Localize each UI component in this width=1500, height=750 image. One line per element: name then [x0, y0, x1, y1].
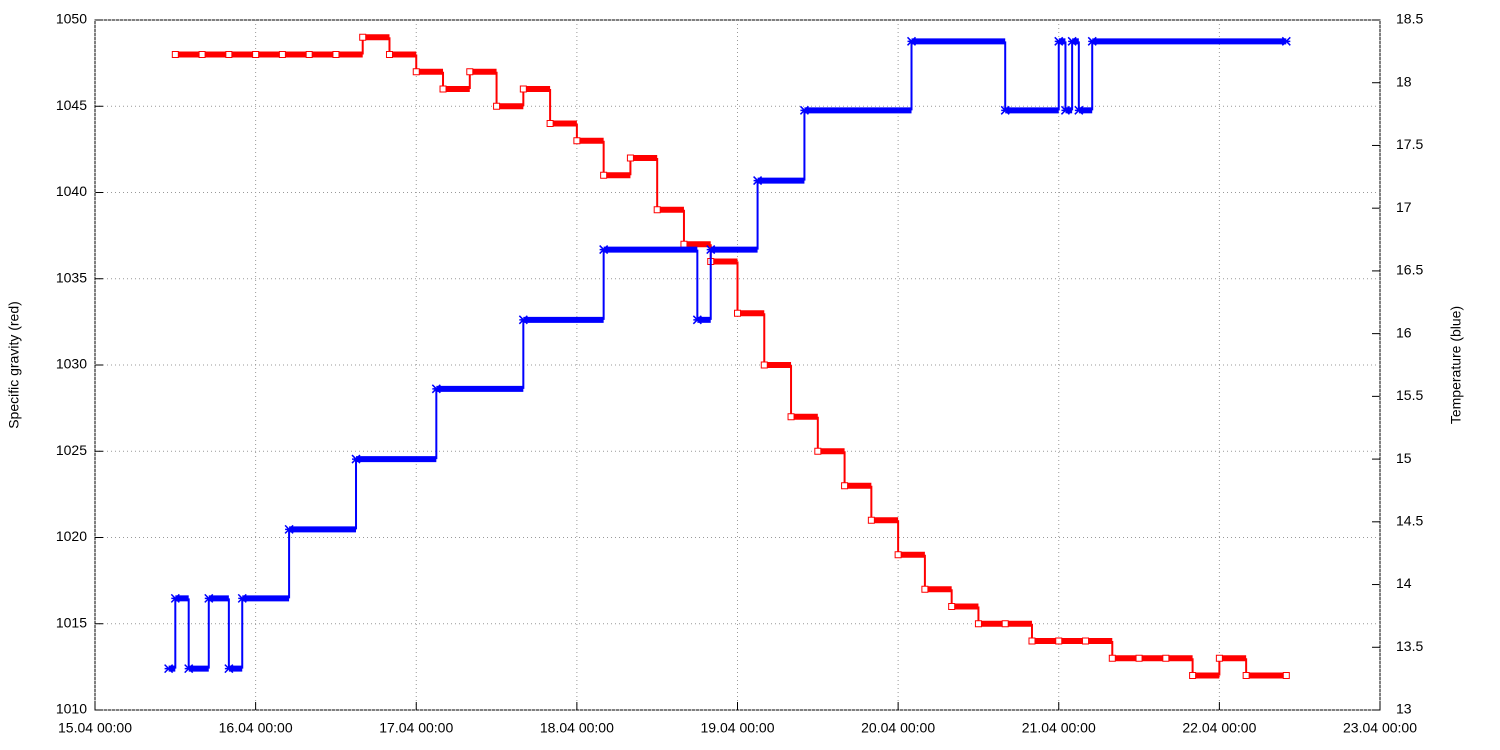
marker: [680, 240, 688, 248]
marker: [1087, 36, 1097, 46]
y-tick-label: 1010: [56, 701, 87, 717]
marker: [431, 384, 441, 394]
marker: [1108, 654, 1116, 662]
marker: [466, 68, 474, 76]
marker: [1215, 654, 1223, 662]
y2-tick-label: 15.5: [1396, 387, 1423, 403]
marker: [1281, 36, 1291, 46]
marker: [692, 315, 702, 325]
marker: [906, 36, 917, 46]
marker: [1242, 672, 1250, 679]
x-tick-label: 18.04 00:00: [540, 720, 614, 736]
marker: [278, 51, 286, 58]
y2-tick-label: 18: [1396, 73, 1412, 89]
marker: [252, 51, 260, 58]
marker: [706, 245, 716, 255]
y-tick-label: 1025: [56, 442, 87, 458]
y2-tick-label: 16.5: [1396, 262, 1423, 278]
y-tick-label: 1030: [56, 356, 87, 372]
marker: [184, 664, 194, 674]
y-tick-label: 1045: [56, 97, 87, 113]
marker: [921, 585, 929, 593]
marker: [894, 551, 902, 559]
marker: [284, 524, 294, 534]
y2-axis-label: Temperature (blue): [1448, 306, 1464, 424]
marker: [974, 620, 982, 628]
y2-tick-label: 13: [1396, 701, 1412, 717]
marker: [171, 51, 179, 58]
marker: [799, 105, 809, 115]
marker: [170, 593, 180, 603]
marker: [599, 245, 609, 255]
marker: [351, 454, 361, 464]
y2-tick-label: 14.5: [1396, 513, 1423, 529]
marker: [1055, 637, 1063, 645]
marker: [573, 137, 581, 145]
y-tick-label: 1040: [56, 183, 87, 199]
x-tick-label: 21.04 00:00: [1022, 720, 1096, 736]
marker: [546, 120, 554, 127]
y-tick-label: 1015: [56, 614, 87, 630]
marker: [841, 482, 849, 490]
marker: [519, 85, 527, 93]
marker: [814, 447, 822, 455]
marker: [164, 664, 174, 674]
marker: [948, 603, 956, 610]
marker: [1001, 620, 1009, 628]
marker: [198, 51, 206, 58]
marker: [1074, 105, 1084, 115]
x-tick-label: 19.04 00:00: [701, 720, 775, 736]
marker: [493, 102, 501, 110]
y2-tick-label: 17: [1396, 199, 1412, 215]
marker: [787, 413, 795, 421]
marker: [1082, 637, 1090, 645]
marker: [224, 664, 234, 674]
y2-tick-label: 17.5: [1396, 136, 1423, 152]
x-tick-label: 22.04 00:00: [1182, 720, 1256, 736]
marker: [359, 33, 367, 41]
marker: [1282, 672, 1290, 679]
y2-tick-label: 13.5: [1396, 638, 1423, 654]
marker: [412, 68, 420, 76]
x-tick-label: 15.04 00:00: [58, 720, 132, 736]
y2-tick-label: 15: [1396, 450, 1412, 466]
marker: [1054, 36, 1064, 46]
marker: [518, 315, 528, 325]
marker: [439, 85, 447, 93]
marker: [760, 361, 768, 369]
marker: [332, 51, 340, 58]
marker: [734, 309, 741, 317]
x-tick-label: 16.04 00:00: [219, 720, 293, 736]
marker: [753, 176, 763, 186]
marker: [1000, 105, 1010, 115]
y-axis-label: Specific gravity (red): [6, 301, 22, 429]
y-tick-label: 1035: [56, 269, 87, 285]
marker: [600, 171, 608, 179]
y-tick-label: 1020: [56, 528, 87, 544]
marker: [1060, 105, 1070, 115]
marker: [653, 206, 661, 214]
marker: [225, 51, 233, 58]
y2-tick-label: 16: [1396, 324, 1412, 340]
marker: [1189, 672, 1197, 679]
x-tick-label: 17.04 00:00: [379, 720, 453, 736]
marker: [204, 593, 214, 603]
y2-tick-label: 14: [1396, 575, 1412, 591]
y2-tick-label: 18.5: [1396, 11, 1423, 27]
marker: [626, 154, 634, 162]
marker: [1162, 654, 1170, 662]
y-tick-label: 1050: [56, 11, 87, 27]
marker: [305, 51, 313, 58]
marker: [1028, 637, 1036, 645]
x-tick-label: 23.04 00:00: [1343, 720, 1417, 736]
marker: [1135, 654, 1143, 662]
marker: [867, 516, 875, 524]
marker: [385, 51, 393, 58]
x-tick-label: 20.04 00:00: [861, 720, 935, 736]
marker: [237, 593, 247, 603]
marker: [1067, 36, 1077, 46]
